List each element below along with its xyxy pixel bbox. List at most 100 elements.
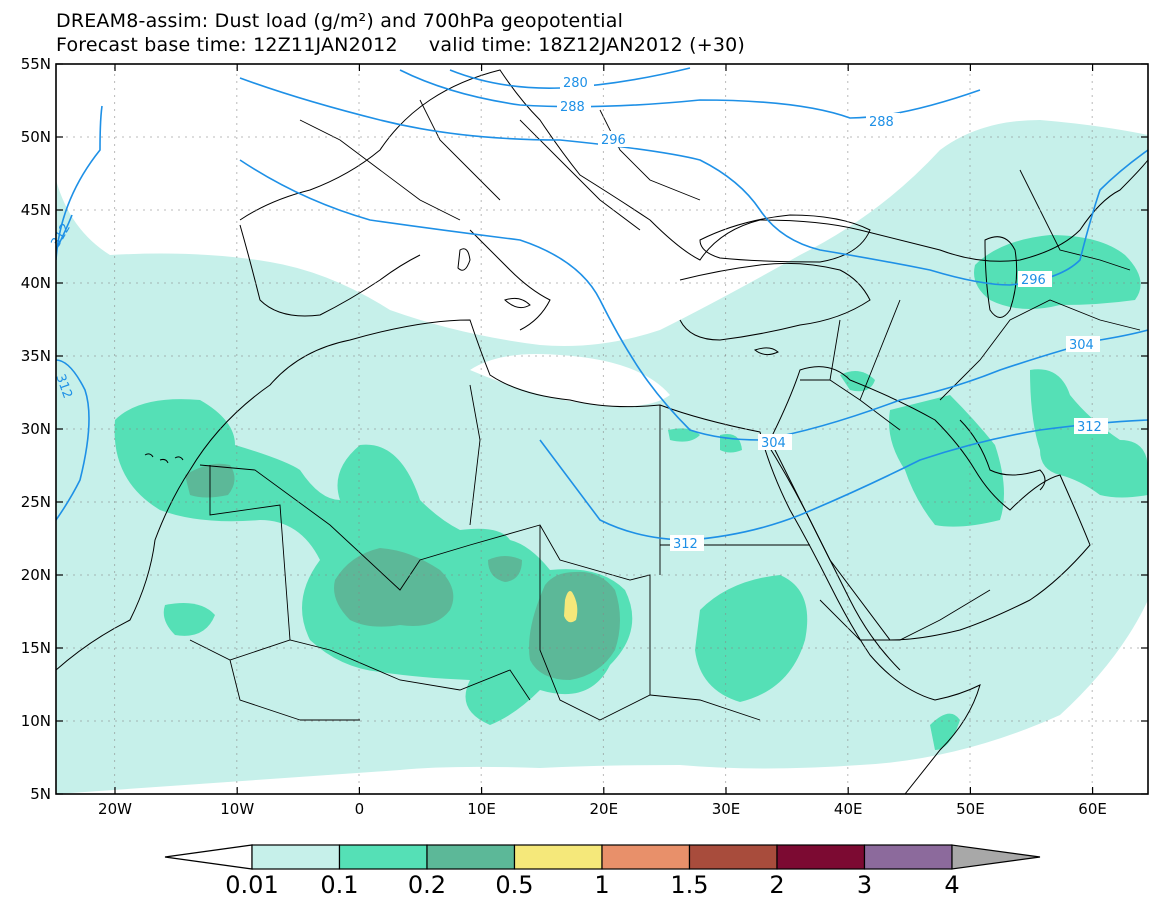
graticule-dot bbox=[602, 550, 605, 552]
graticule-dot bbox=[101, 282, 103, 284]
graticule-dot bbox=[236, 116, 238, 118]
graticule-dot bbox=[262, 720, 264, 722]
graticule-dot bbox=[602, 459, 605, 461]
graticule-dot bbox=[73, 355, 75, 357]
graticule-dot bbox=[395, 647, 397, 649]
graticule-dot bbox=[444, 136, 446, 138]
graticule-dot bbox=[1091, 74, 1093, 76]
graticule-dot bbox=[236, 326, 238, 328]
graticule-dot bbox=[899, 501, 901, 503]
graticule-dot bbox=[480, 298, 482, 300]
graticule-dot bbox=[696, 574, 698, 576]
graticule-dot bbox=[1109, 282, 1111, 284]
graticule-dot bbox=[480, 438, 482, 440]
graticule-dot bbox=[480, 760, 482, 762]
graticule-dot bbox=[236, 655, 238, 657]
graticule-dot bbox=[114, 249, 116, 251]
graticule-dot bbox=[829, 355, 831, 357]
graticule-dot bbox=[703, 647, 705, 649]
graticule-dot bbox=[269, 136, 271, 138]
graticule-dot bbox=[367, 574, 369, 576]
graticule-dot bbox=[731, 647, 733, 649]
graticule-dot bbox=[255, 574, 257, 576]
graticule-dot bbox=[899, 647, 901, 649]
graticule-dot bbox=[815, 720, 817, 722]
graticule-dot bbox=[236, 424, 238, 426]
graticule-dot bbox=[647, 355, 649, 357]
graticule-dot bbox=[725, 368, 727, 370]
graticule-dot bbox=[358, 277, 360, 279]
graticule-dot bbox=[486, 647, 488, 649]
graticule-dot bbox=[129, 501, 131, 503]
graticule-dot bbox=[358, 410, 360, 412]
graticule-dot bbox=[766, 209, 768, 211]
graticule-dot bbox=[913, 501, 915, 503]
graticule-dot bbox=[514, 282, 516, 284]
graticule-dot bbox=[143, 720, 145, 722]
graticule-dot bbox=[808, 282, 810, 284]
graticule-dot bbox=[241, 720, 243, 722]
graticule-dot bbox=[602, 410, 605, 412]
lon-label: 10E bbox=[467, 800, 496, 818]
graticule-dot bbox=[535, 501, 537, 503]
graticule-dot bbox=[150, 428, 152, 430]
graticule-dot bbox=[725, 207, 727, 209]
graticule-dot bbox=[458, 355, 460, 357]
lat-label: 45N bbox=[21, 201, 51, 219]
graticule-dot bbox=[969, 165, 971, 167]
graticule-dot bbox=[619, 209, 621, 211]
graticule-dot bbox=[962, 647, 964, 649]
graticule-dot bbox=[236, 207, 238, 209]
graticule-dot bbox=[920, 501, 922, 503]
graticule-dot bbox=[969, 249, 971, 251]
graticule-dot bbox=[1091, 690, 1093, 692]
graticule-dot bbox=[360, 720, 362, 722]
graticule-dot bbox=[1091, 641, 1093, 643]
graticule-dot bbox=[276, 355, 278, 357]
graticule-dot bbox=[1074, 501, 1076, 503]
graticule-dot bbox=[480, 242, 482, 244]
graticule-dot bbox=[480, 676, 482, 678]
graticule-dot bbox=[602, 746, 605, 748]
contour-label-layer: 280 288 288 296 296 304 304 312 312 312 … bbox=[48, 74, 1108, 552]
graticule-dot bbox=[1074, 136, 1076, 138]
graticule-dot bbox=[1091, 620, 1093, 622]
graticule-dot bbox=[1091, 333, 1093, 335]
graticule-dot bbox=[1095, 574, 1097, 576]
graticule-dot bbox=[602, 123, 605, 125]
graticule-dot bbox=[913, 136, 915, 138]
graticule-dot bbox=[480, 228, 482, 230]
graticule-dot bbox=[101, 647, 103, 649]
graticule-dot bbox=[969, 515, 971, 517]
graticule-dot bbox=[358, 725, 360, 727]
graticule-dot bbox=[969, 711, 971, 713]
graticule-dot bbox=[710, 136, 712, 138]
graticule-dot bbox=[94, 136, 96, 138]
graticule-dot bbox=[108, 720, 110, 722]
graticule-dot bbox=[605, 355, 607, 357]
graticule-dot bbox=[602, 438, 605, 440]
graticule-dot bbox=[339, 428, 341, 430]
graticule-dot bbox=[236, 746, 238, 748]
lat-label: 55N bbox=[21, 55, 51, 73]
graticule-dot bbox=[480, 333, 482, 335]
graticule-dot bbox=[458, 720, 460, 722]
graticule-dot bbox=[847, 501, 849, 503]
colorbar-swatch bbox=[251, 844, 341, 870]
graticule-dot bbox=[563, 209, 565, 211]
graticule-dot bbox=[1137, 647, 1139, 649]
graticule-dot bbox=[332, 136, 334, 138]
graticule-dot bbox=[136, 209, 138, 211]
graticule-dot bbox=[1102, 136, 1104, 138]
graticule-dot bbox=[451, 647, 453, 649]
graticule-dot bbox=[528, 501, 530, 503]
graticule-dot bbox=[1137, 355, 1139, 357]
graticule-dot bbox=[934, 501, 936, 503]
graticule-dot bbox=[465, 136, 467, 138]
graticule-dot bbox=[962, 209, 964, 211]
graticule-dot bbox=[612, 720, 614, 722]
graticule-dot bbox=[480, 200, 482, 202]
graticule-dot bbox=[114, 627, 116, 629]
graticule-dot bbox=[236, 158, 238, 160]
